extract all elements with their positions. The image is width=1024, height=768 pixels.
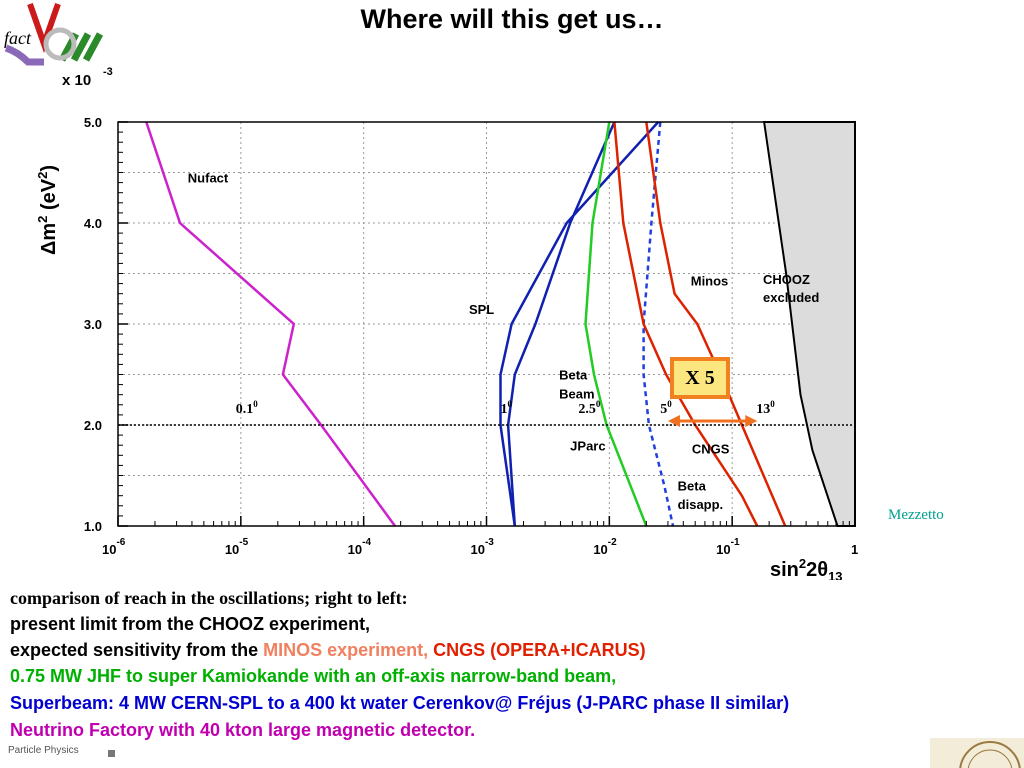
credit-label: Mezzetto	[888, 507, 944, 523]
caption-line-3: 0.75 MW JHF to super Kamiokande with an …	[10, 666, 617, 686]
angle-label-1: 10	[500, 399, 512, 417]
caption-line-5: Neutrino Factory with 40 kton large magn…	[10, 720, 476, 740]
x-tick-label-2: 10-4	[348, 537, 372, 557]
x5-improvement-box: X 5	[670, 357, 730, 399]
x-axis-title: sin22θ13	[770, 556, 843, 580]
grid	[117, 122, 856, 526]
angle-label-2: 2.50	[578, 399, 601, 417]
label-cngs: CNGS	[692, 441, 730, 456]
caption-line-0: comparison of reach in the oscillations;…	[10, 588, 408, 608]
axis-ticks: 10-6 10-5 10-4 10-3 10-2 10-1 1 1.0 2.0 3.0 4.0 5.0	[84, 115, 858, 557]
label-beta1: Beta	[559, 368, 588, 383]
curve-labels: Nufact SPL Beta Beam JParc CNGS Minos Beta disap…	[188, 171, 820, 512]
nufact-logo: fact	[0, 0, 110, 68]
y-tick-label-4: 5.0	[84, 115, 102, 130]
caption-line-1: present limit from the CHOOZ experiment,	[10, 614, 371, 634]
y-exponent-sup: -3	[103, 66, 113, 78]
label-nufact: Nufact	[188, 171, 229, 186]
series-beta-disapp	[642, 121, 675, 527]
label-excluded: excluded	[763, 290, 819, 305]
series-beta-beam	[499, 121, 660, 527]
arrow-head-left	[667, 414, 680, 427]
series-jparc	[584, 121, 648, 527]
label-bdis2: disapp.	[678, 497, 724, 512]
x-tick-label-0: 10-6	[102, 537, 126, 557]
angle-label-4: 130	[756, 399, 775, 417]
series-cngs	[613, 121, 759, 527]
y-tick-label-2: 3.0	[84, 317, 102, 332]
label-minos: Minos	[691, 274, 729, 289]
angle-label-0: 0.10	[236, 399, 259, 417]
footer-mark	[108, 750, 115, 757]
label-jparc: JParc	[570, 438, 605, 453]
x-tick-label-1: 10-5	[225, 537, 249, 557]
series-minos	[645, 121, 787, 527]
slide-title: Where will this get us…	[360, 4, 664, 34]
label-spl: SPL	[469, 302, 494, 317]
series-nufact	[145, 121, 397, 527]
arrow-head-right	[745, 414, 758, 427]
x-tick-label-3: 10-3	[471, 537, 495, 557]
svg-text:fact: fact	[4, 28, 32, 48]
y-exponent-label: x 10	[62, 72, 92, 89]
label-bdis1: Beta	[678, 479, 707, 494]
x-tick-label-6: 1	[851, 542, 858, 557]
y-tick-label-1: 2.0	[84, 418, 102, 433]
y-tick-label-3: 4.0	[84, 216, 102, 231]
chooz-excluded-region	[762, 121, 856, 527]
angle-labels: 0.10 10 2.50 50 130	[236, 399, 775, 417]
footer-text: Particle Physics	[8, 745, 79, 756]
geneva-seal-icon	[930, 738, 1024, 768]
series-spl	[506, 121, 616, 527]
x-tick-label-5: 10-1	[716, 537, 740, 557]
label-chooz: CHOOZ	[763, 272, 810, 287]
label-beta2: Beam	[559, 387, 594, 402]
caption-minos: MINOS experiment,	[263, 640, 434, 660]
caption-line-2-a: expected sensitivity from the	[10, 640, 264, 660]
angle-label-3: 50	[660, 399, 672, 417]
series-lines	[145, 121, 787, 527]
caption-line-4: Superbeam: 4 MW CERN-SPL to a 400 kt wat…	[10, 693, 790, 713]
y-axis-title: Δm2 (eV2)	[35, 165, 60, 255]
x-tick-label-4: 10-2	[593, 537, 617, 557]
sensitivity-chart: 10-6 10-5 10-4 10-3 10-2 10-1 1 1.0 2.0 3.0 4.0 5.0…	[35, 115, 858, 580]
caption-line-2: expected sensitivity from the MINOS expe…	[10, 640, 646, 661]
improvement-arrow	[667, 414, 758, 427]
caption-cngs: CNGS (OPERA+ICARUS)	[433, 640, 646, 660]
y-tick-label-0: 1.0	[84, 519, 102, 534]
